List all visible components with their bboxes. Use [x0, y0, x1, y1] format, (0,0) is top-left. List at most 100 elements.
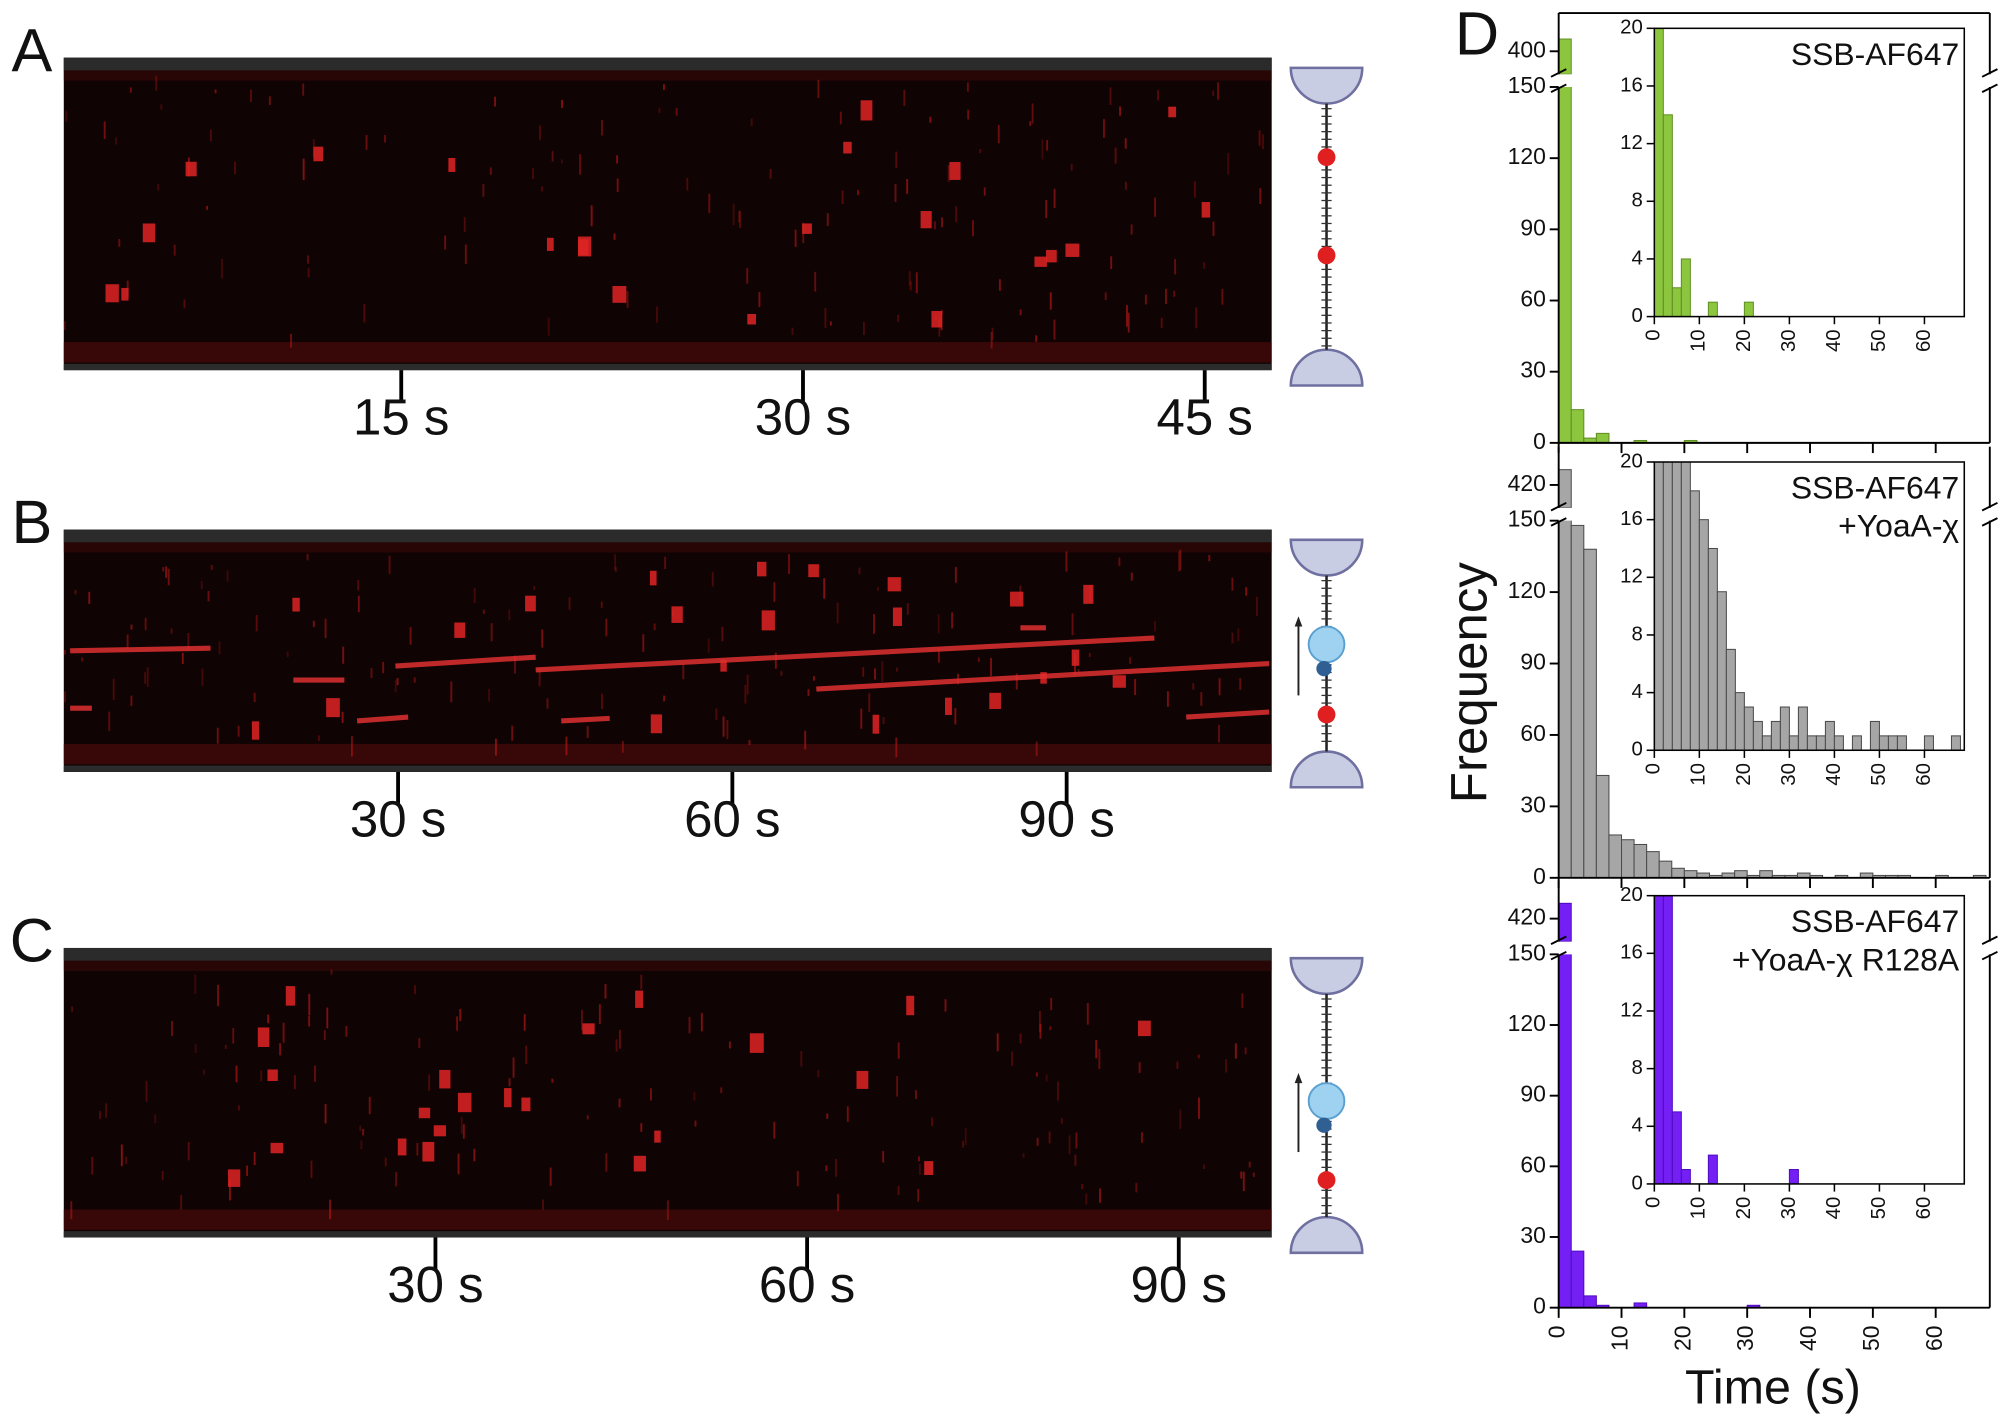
- inset-y-tick-label: 12: [1620, 999, 1643, 1021]
- signal-speck: [279, 1043, 282, 1056]
- signal-speck: [1035, 335, 1038, 342]
- signal-speck: [746, 674, 749, 695]
- inset-frame: [1653, 27, 1966, 318]
- signal-spot: [944, 697, 952, 715]
- inset-bar: [1761, 735, 1772, 751]
- inset-bar: [1654, 895, 1664, 1184]
- inset-bar: [1707, 547, 1718, 751]
- bar: [1671, 867, 1685, 878]
- signal-speck: [1241, 993, 1244, 1009]
- signal-speck: [1197, 1054, 1200, 1059]
- signal-speck: [1193, 181, 1196, 198]
- signal-speck: [129, 87, 132, 93]
- scale-label: 60 s: [684, 790, 780, 847]
- signal-speck: [1124, 181, 1127, 190]
- signal-speck: [388, 555, 391, 575]
- signal-speck: [1202, 1164, 1205, 1170]
- track: [561, 715, 610, 724]
- y-tick-label: 60: [1520, 1151, 1546, 1177]
- signal-speck: [971, 220, 974, 237]
- bead: [1289, 538, 1364, 577]
- y-tick-label: 120: [1508, 143, 1546, 169]
- signal-speck: [664, 556, 667, 569]
- signal-speck: [1134, 678, 1137, 695]
- signal-speck: [565, 736, 568, 756]
- signal-spot: [1010, 591, 1024, 607]
- signal-speck: [1179, 1109, 1182, 1129]
- signal-speck: [282, 1022, 285, 1043]
- signal-speck: [933, 221, 936, 230]
- signal-speck: [868, 693, 871, 712]
- signal-speck: [966, 82, 969, 92]
- signal-speck: [650, 1088, 652, 1101]
- signal-spot: [228, 1169, 241, 1187]
- signal-spot: [582, 1023, 595, 1035]
- bar: [1897, 874, 1912, 878]
- signal-spot: [654, 1130, 661, 1143]
- signal-speck: [1153, 620, 1156, 632]
- y-tick-label: 400: [1508, 36, 1546, 62]
- signal-speck: [541, 186, 544, 192]
- signal-speck: [937, 614, 940, 634]
- signal-speck: [194, 974, 197, 994]
- bead: [1289, 348, 1364, 387]
- inset-bar: [1878, 735, 1889, 751]
- signal-speck: [915, 272, 918, 294]
- signal-spot: [1112, 675, 1126, 688]
- signal-speck: [873, 613, 875, 634]
- signal-speck: [130, 624, 133, 630]
- inset-bar: [1680, 1169, 1691, 1184]
- signal-speck: [858, 567, 861, 575]
- signal-speck: [160, 104, 163, 110]
- signal-speck: [1225, 1058, 1228, 1073]
- axis-break: [1981, 950, 1998, 961]
- signal-speck: [1255, 596, 1258, 616]
- signal-speck: [238, 1105, 240, 1111]
- signal-speck: [1029, 121, 1032, 127]
- signal-spot: [439, 1069, 451, 1089]
- signal-speck: [538, 125, 541, 140]
- signal-speck: [130, 695, 133, 706]
- inset-x-tick-label: 40: [1823, 1197, 1845, 1220]
- signal-speck: [877, 586, 880, 591]
- signal-speck: [964, 1128, 967, 1145]
- signal-speck: [194, 1043, 197, 1053]
- y-tick-label: 60: [1520, 720, 1546, 746]
- kymograph-edge: [63, 529, 1272, 543]
- signal-speck: [310, 1160, 313, 1179]
- signal-speck: [63, 320, 66, 330]
- signal-speck: [941, 217, 943, 228]
- signal-speck: [1095, 1039, 1098, 1059]
- signal-speck: [237, 725, 240, 737]
- signal-speck: [1203, 262, 1206, 270]
- inset-y-tick-label: 16: [1620, 74, 1643, 96]
- signal-speck: [409, 627, 412, 645]
- inset-x-tick-label: 40: [1823, 763, 1845, 786]
- signal-speck: [895, 667, 898, 672]
- signal-speck: [604, 983, 607, 999]
- signal-speck: [214, 89, 217, 94]
- signal-speck: [538, 667, 541, 687]
- inset-y-tick-label: 8: [1632, 190, 1643, 212]
- signal-speck: [384, 1157, 387, 1167]
- inset-bar: [1654, 461, 1664, 751]
- signal-speck: [895, 151, 898, 169]
- signal-speck: [1197, 1097, 1200, 1119]
- signal-spot: [251, 721, 260, 740]
- signal-speck: [473, 1148, 476, 1162]
- bead: [1289, 66, 1364, 105]
- signal-speck: [523, 1014, 526, 1031]
- bar: [1658, 860, 1673, 878]
- inset-bar: [1707, 1154, 1718, 1184]
- signal-speck: [1045, 1074, 1048, 1082]
- signal-speck: [63, 649, 66, 655]
- signal-speck: [508, 609, 511, 621]
- signal-speck: [1019, 1033, 1022, 1044]
- signal-speck: [357, 595, 360, 613]
- signal-speck: [382, 661, 385, 674]
- bead: [1289, 956, 1364, 996]
- signal-speck: [1200, 692, 1203, 706]
- inset-bar: [1707, 301, 1718, 317]
- signal-spot: [989, 692, 1001, 710]
- signal-speck: [618, 1098, 621, 1108]
